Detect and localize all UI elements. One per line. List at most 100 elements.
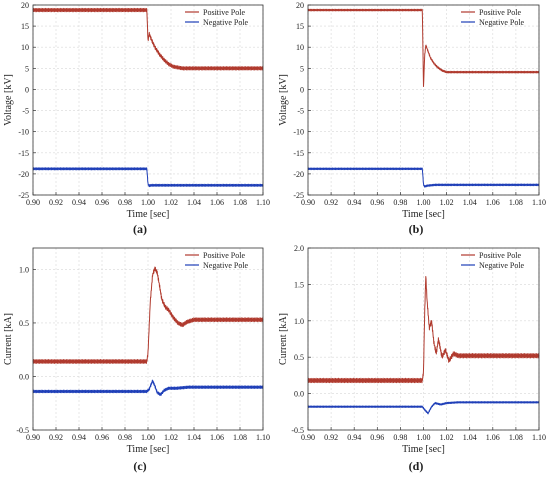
x-tick-label: 1.02 (164, 198, 178, 207)
x-axis-title: Time [sec] (402, 444, 445, 455)
x-tick-label: 1.02 (440, 198, 454, 207)
series-line-positive-pole (32, 266, 264, 364)
x-tick-label: 1.00 (141, 433, 155, 442)
y-tick-label: 0.0 (294, 390, 304, 399)
y-tick-label: 20 (296, 1, 304, 10)
chart-panel-3: 0.90 0.92 0.94 0.96 0.98 1.00 1.02 1.04 1.06 1.08… (3, 247, 270, 473)
x-tick-label: 1.02 (164, 433, 178, 442)
y-tick-label: 1.5 (294, 280, 304, 289)
y-tick-label: 5 (300, 64, 304, 73)
x-tick-label: 1.04 (187, 198, 201, 207)
x-tick-label: 0.90 (301, 433, 315, 442)
y-tick-label: 15 (296, 22, 304, 31)
y-tick-label: 20 (21, 1, 29, 10)
x-axis-title: Time [sec] (127, 209, 170, 220)
y-axis-title: Voltage [kV] (3, 74, 14, 126)
y-tick-label: -20 (293, 170, 304, 179)
y-tick-label: -15 (293, 149, 304, 158)
legend-label: Positive Pole (479, 251, 521, 260)
y-tick-label: -0.5 (291, 426, 304, 435)
y-axis-title: Current [kA] (3, 313, 14, 365)
x-tick-label: 0.90 (26, 433, 40, 442)
y-tick-label: 10 (296, 43, 304, 52)
x-tick-label: 1.10 (256, 198, 270, 207)
y-tick-label: -15 (18, 149, 29, 158)
series-line-negative-pole (32, 167, 264, 188)
panel-label: (d) (409, 459, 424, 473)
x-tick-label: 0.92 (324, 433, 338, 442)
x-tick-label: 0.92 (324, 198, 338, 207)
x-tick-label: 0.96 (95, 198, 109, 207)
x-tick-label: 1.00 (141, 198, 155, 207)
x-tick-label: 0.94 (72, 433, 86, 442)
y-tick-label: -20 (18, 170, 29, 179)
y-axis-title: Current [kA] (278, 313, 289, 365)
y-tick-label: 1.0 (19, 265, 29, 274)
x-tick-label: 1.08 (233, 433, 247, 442)
y-tick-label: 5 (25, 64, 29, 73)
y-axis-title: Voltage [kV] (278, 74, 289, 126)
x-tick-label: 0.90 (301, 198, 315, 207)
x-tick-label: 1.00 (417, 198, 431, 207)
series-line-positive-pole (307, 276, 540, 384)
x-tick-label: 0.92 (49, 433, 63, 442)
panel-label: (c) (133, 459, 146, 473)
legend-label: Negative Pole (203, 261, 249, 270)
y-tick-label: -10 (293, 128, 304, 137)
y-tick-label: 0 (300, 85, 304, 94)
y-tick-label: 0.5 (294, 353, 304, 362)
y-tick-label: -10 (18, 128, 29, 137)
x-tick-label: 1.04 (187, 433, 201, 442)
x-tick-label: 1.06 (486, 433, 500, 442)
x-tick-label: 0.98 (118, 433, 132, 442)
x-tick-label: 1.02 (440, 433, 454, 442)
series-line-negative-pole (307, 401, 540, 415)
y-tick-label: 0 (25, 85, 29, 94)
y-tick-label: 0.0 (19, 372, 29, 381)
series-line-negative-pole (307, 167, 540, 188)
x-tick-label: 0.94 (347, 433, 361, 442)
chart-panel-2: 0.90 0.92 0.94 0.96 0.98 1.00 1.02 1.04 1.06 1.08… (278, 1, 546, 236)
y-tick-label: 0.5 (19, 319, 29, 328)
legend-label: Negative Pole (479, 261, 525, 270)
series-line-positive-pole (307, 8, 540, 88)
plot-area (33, 248, 263, 430)
x-tick-label: 1.08 (509, 433, 523, 442)
legend-label: Positive Pole (203, 251, 245, 260)
x-tick-label: 1.10 (532, 198, 546, 207)
x-tick-label: 0.96 (370, 198, 384, 207)
y-tick-label: -0.5 (16, 426, 29, 435)
panel-label: (b) (409, 222, 424, 236)
chart-panel-1: 0.90 0.92 0.94 0.96 0.98 1.00 1.02 1.04 1.06 1.08… (3, 1, 270, 236)
x-tick-label: 1.06 (486, 198, 500, 207)
y-tick-label: -5 (297, 107, 304, 116)
panel-label: (a) (133, 222, 147, 236)
chart-panel-4: 0.90 0.92 0.94 0.96 0.98 1.00 1.02 1.04 1.06 1.08… (278, 244, 546, 473)
x-tick-label: 0.98 (393, 198, 407, 207)
legend-label: Negative Pole (479, 18, 525, 27)
x-tick-label: 0.96 (370, 433, 384, 442)
x-tick-label: 1.08 (233, 198, 247, 207)
x-tick-label: 1.06 (210, 198, 224, 207)
x-tick-label: 0.94 (72, 198, 86, 207)
legend-label: Positive Pole (203, 8, 245, 17)
x-tick-label: 1.04 (463, 433, 477, 442)
y-tick-label: 1.0 (294, 317, 304, 326)
x-tick-label: 0.98 (118, 198, 132, 207)
x-tick-label: 1.10 (532, 433, 546, 442)
x-axis-title: Time [sec] (402, 209, 445, 220)
x-tick-label: 0.92 (49, 198, 63, 207)
x-tick-label: 1.08 (509, 198, 523, 207)
plot-area (308, 248, 539, 430)
x-tick-label: 1.10 (256, 433, 270, 442)
y-tick-label: -5 (22, 107, 29, 116)
y-tick-label: 2.0 (294, 244, 304, 253)
x-tick-label: 1.04 (463, 198, 477, 207)
y-tick-label: -25 (293, 191, 304, 200)
series-line-negative-pole (32, 379, 264, 396)
x-tick-label: 0.96 (95, 433, 109, 442)
